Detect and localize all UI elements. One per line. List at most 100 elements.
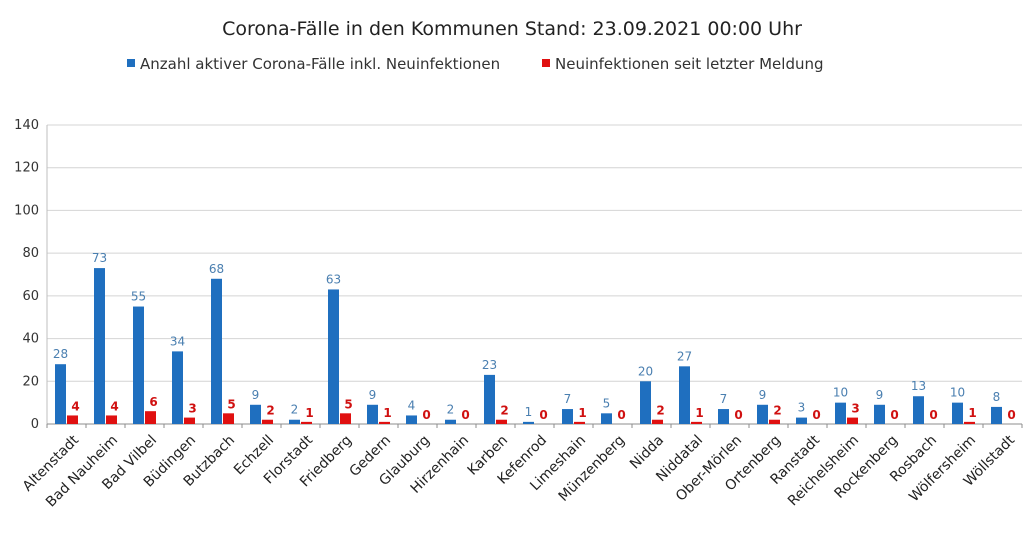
bar-active bbox=[874, 404, 885, 424]
data-label-active: 20 bbox=[638, 364, 653, 378]
legend-swatch-active bbox=[127, 59, 135, 67]
data-label-active: 68 bbox=[209, 262, 224, 276]
bar-new bbox=[145, 411, 156, 424]
bar-active bbox=[172, 351, 183, 424]
bar-active bbox=[289, 419, 300, 424]
data-label-active: 4 bbox=[408, 398, 416, 412]
data-label-new: 1 bbox=[578, 406, 586, 420]
data-label-new: 2 bbox=[773, 404, 781, 418]
data-label-new: 1 bbox=[305, 406, 313, 420]
data-label-active: 27 bbox=[677, 349, 692, 363]
y-tick-label: 140 bbox=[14, 118, 39, 133]
y-tick-label: 80 bbox=[22, 246, 39, 261]
gridlines bbox=[47, 124, 1022, 382]
y-tick-label: 20 bbox=[22, 374, 39, 389]
data-label-new: 0 bbox=[734, 408, 742, 422]
bar-new bbox=[691, 421, 702, 424]
data-label-new: 1 bbox=[383, 406, 391, 420]
data-label-active: 34 bbox=[170, 334, 185, 348]
bar-active bbox=[835, 402, 846, 424]
bar-active bbox=[679, 366, 690, 424]
y-tick-label: 40 bbox=[22, 332, 39, 347]
y-tick-label: 60 bbox=[22, 289, 39, 304]
bar-active bbox=[601, 413, 612, 424]
bar-new bbox=[847, 417, 858, 424]
bar-new bbox=[379, 421, 390, 424]
bar-active bbox=[991, 406, 1002, 424]
bar-new bbox=[67, 415, 78, 424]
data-label-new: 2 bbox=[656, 404, 664, 418]
bar-new bbox=[340, 413, 351, 424]
data-label-new: 2 bbox=[500, 404, 508, 418]
data-label-active: 28 bbox=[53, 347, 68, 361]
data-label-new: 3 bbox=[188, 402, 196, 416]
data-label-new: 0 bbox=[890, 408, 898, 422]
data-label-new: 2 bbox=[266, 404, 274, 418]
data-label-active: 9 bbox=[876, 388, 884, 402]
data-label-active: 8 bbox=[993, 390, 1001, 404]
data-label-active: 3 bbox=[798, 401, 806, 415]
bar-active bbox=[94, 268, 105, 424]
bar-active bbox=[445, 419, 456, 424]
bar-active bbox=[484, 374, 495, 424]
data-label-new: 0 bbox=[539, 408, 547, 422]
bars bbox=[55, 268, 1002, 424]
data-label-new: 0 bbox=[929, 408, 937, 422]
data-label-active: 10 bbox=[833, 386, 848, 400]
data-label-active: 9 bbox=[759, 388, 767, 402]
bar-new bbox=[496, 419, 507, 424]
bar-active bbox=[952, 402, 963, 424]
data-label-active: 9 bbox=[252, 388, 260, 402]
data-label-new: 0 bbox=[461, 408, 469, 422]
data-label-active: 13 bbox=[911, 379, 926, 393]
bar-active bbox=[640, 381, 651, 424]
y-tick-label: 100 bbox=[14, 203, 39, 218]
data-label-active: 9 bbox=[369, 388, 377, 402]
data-label-active: 5 bbox=[603, 396, 611, 410]
data-label-new: 4 bbox=[71, 399, 79, 413]
bar-new bbox=[223, 413, 234, 424]
bar-new bbox=[106, 415, 117, 424]
legend: Anzahl aktiver Corona-Fälle inkl. Neuinf… bbox=[127, 55, 824, 73]
bar-new bbox=[262, 419, 273, 424]
data-label-active: 2 bbox=[291, 403, 299, 417]
bar-new bbox=[769, 419, 780, 424]
data-label-new: 1 bbox=[968, 406, 976, 420]
data-label-active: 55 bbox=[131, 290, 146, 304]
bar-active bbox=[250, 404, 261, 424]
data-label-new: 4 bbox=[110, 399, 118, 413]
bar-new bbox=[301, 421, 312, 424]
data-label-active: 7 bbox=[564, 392, 572, 406]
chart-title: Corona-Fälle in den Kommunen Stand: 23.0… bbox=[222, 18, 802, 40]
data-label-active: 7 bbox=[720, 392, 728, 406]
bar-active bbox=[718, 409, 729, 424]
bar-new bbox=[964, 421, 975, 424]
bar-active bbox=[367, 404, 378, 424]
bar-active bbox=[328, 289, 339, 424]
data-label-new: 0 bbox=[812, 408, 820, 422]
data-label-new: 5 bbox=[344, 397, 352, 411]
bar-active bbox=[913, 396, 924, 424]
data-label-new: 3 bbox=[851, 402, 859, 416]
data-label-active: 23 bbox=[482, 358, 497, 372]
data-label-new: 1 bbox=[695, 406, 703, 420]
bar-new bbox=[574, 421, 585, 424]
bar-new bbox=[652, 419, 663, 424]
legend-label-active: Anzahl aktiver Corona-Fälle inkl. Neuinf… bbox=[140, 55, 500, 73]
data-label-new: 0 bbox=[617, 408, 625, 422]
bar-active bbox=[406, 415, 417, 424]
data-label-new: 5 bbox=[227, 397, 235, 411]
data-label-active: 63 bbox=[326, 272, 341, 286]
data-label-active: 10 bbox=[950, 386, 965, 400]
data-label-active: 2 bbox=[447, 403, 455, 417]
bar-active bbox=[55, 364, 66, 424]
y-tick-label: 0 bbox=[31, 417, 39, 432]
data-label-new: 6 bbox=[149, 395, 157, 409]
data-label-new: 0 bbox=[1007, 408, 1015, 422]
legend-swatch-new bbox=[542, 59, 550, 67]
data-label-active: 1 bbox=[525, 405, 533, 419]
